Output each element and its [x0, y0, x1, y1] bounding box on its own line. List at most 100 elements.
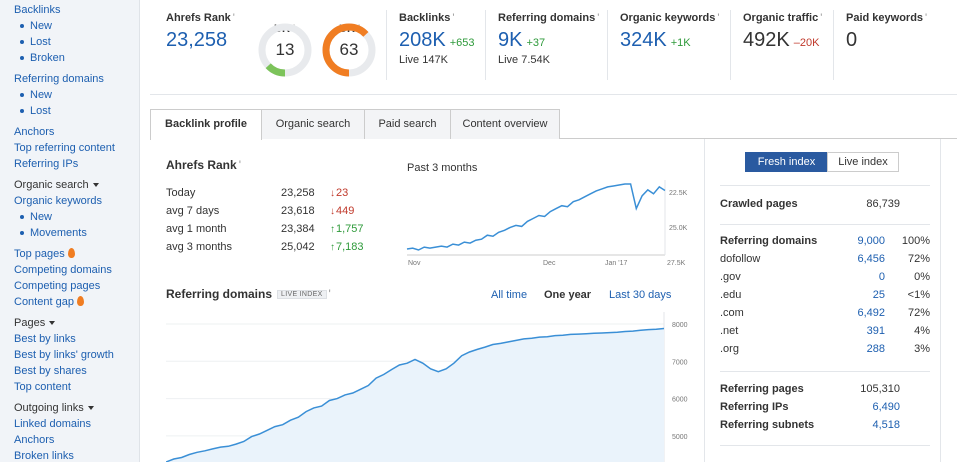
stat-value[interactable]: 0 — [846, 29, 858, 51]
divider — [720, 224, 930, 225]
index-stats-panel: Fresh index Live index Crawled pages 86,… — [704, 139, 941, 462]
rank-period: avg 7 days — [166, 205, 220, 217]
x-tick-label: Nov — [408, 260, 421, 267]
sidebar-item-top-pages[interactable]: Top pages — [0, 246, 139, 262]
sidebar-item-anchors[interactable]: Anchors — [14, 126, 55, 138]
sidebar-item-top-content[interactable]: Top content — [14, 381, 71, 393]
live-index-button[interactable]: Live index — [827, 152, 899, 172]
dr-gauge[interactable] — [321, 22, 377, 78]
sidebar-item-content-gap[interactable]: Content gap — [0, 294, 139, 310]
bullet-icon — [20, 93, 24, 98]
sidebar-item-linked-domains[interactable]: Linked domains — [14, 418, 92, 430]
stat-paid-keywords: Paid keywords ' 0 — [846, 12, 928, 51]
fresh-index-button[interactable]: Fresh index — [745, 152, 828, 172]
sidebar-item-best-by-links-growth[interactable]: Best by links' growth — [14, 349, 114, 361]
bullet-icon — [20, 215, 24, 220]
y-tick-label: 6000 — [672, 397, 688, 404]
referring-pages-row: Referring pages 105,310 — [720, 383, 900, 395]
rank-row: avg 7 days 23,618 ↓449 — [166, 205, 376, 223]
sidebar-item-new[interactable]: New — [0, 18, 139, 34]
sidebar-item-new[interactable]: New — [0, 209, 139, 225]
sidebar-item-movements[interactable]: Movements — [0, 225, 139, 241]
stat-value: 208K — [399, 29, 446, 51]
sidebar-item-outgoing-links[interactable]: Outgoing links — [0, 400, 139, 416]
x-tick-label: 27.5K — [667, 260, 686, 267]
sidebar-item-pages[interactable]: Pages — [0, 315, 139, 331]
bullet-icon — [20, 24, 24, 29]
sidebar-item-broken[interactable]: Broken — [0, 50, 139, 66]
rank-change: ↓449 — [330, 205, 355, 217]
rank-chart[interactable]: 22.5K 25.0K Nov Dec Jan '17 27.5K — [405, 180, 695, 270]
divider — [720, 371, 930, 372]
sidebar-item-best-by-shares[interactable]: Best by shares — [14, 365, 87, 377]
sidebar-item-anchors[interactable]: Anchors — [14, 434, 55, 446]
refdomains-series-line — [166, 327, 665, 462]
stat-backlinks: Backlinks ' 208K +653 Live 147K — [399, 12, 475, 66]
stat-delta: –20K — [793, 37, 820, 49]
refdomain-row: .edu 25 <1% — [720, 289, 930, 301]
sidebar-item-best-by-links[interactable]: Best by links — [14, 333, 76, 345]
sidebar-item-lost[interactable]: Lost — [0, 34, 139, 50]
sidebar-item-competing-domains[interactable]: Competing domains — [14, 264, 112, 276]
range-one-year[interactable]: One year — [544, 289, 592, 301]
gauge-fill — [258, 23, 312, 77]
sidebar-item-lost[interactable]: Lost — [0, 103, 139, 119]
sidebar-item-referring-ips[interactable]: Referring IPs — [14, 158, 79, 170]
arrow-up-icon: ↑ — [330, 224, 335, 235]
sidebar-item-backlinks[interactable]: Backlinks — [14, 4, 61, 16]
refdomain-row: .com 6,492 72% — [720, 307, 930, 319]
stat-referring-domains: Referring domains ' 9K +37 Live 7.54K — [498, 12, 600, 66]
x-tick-label: Jan '17 — [605, 260, 627, 267]
rank-period: avg 1 month — [166, 223, 227, 235]
x-tick-label: Dec — [543, 260, 556, 267]
sidebar-item-top-referring-content[interactable]: Top referring content — [14, 142, 115, 154]
fire-icon — [76, 296, 84, 306]
sidebar-item-new[interactable]: New — [0, 87, 139, 103]
stat-label: Ahrefs Rank — [166, 12, 231, 24]
sidebar-item-competing-pages[interactable]: Competing pages — [14, 280, 101, 292]
tab-content-overview[interactable]: Content overview — [450, 109, 560, 139]
refdomain-row: Referring domains 9,000 100% — [720, 235, 930, 247]
sidebar-item-organic-search[interactable]: Organic search — [0, 177, 139, 193]
stat-delta: +1K — [670, 37, 691, 49]
refdomain-row: dofollow 6,456 72% — [720, 253, 930, 265]
rank-row: avg 1 month 23,384 ↑1,757 — [166, 223, 376, 241]
bullet-icon — [20, 40, 24, 45]
arrow-down-icon: ↓ — [330, 188, 335, 199]
tab-paid-search[interactable]: Paid search — [364, 109, 451, 139]
sidebar-item-broken-links[interactable]: Broken links — [14, 450, 74, 462]
dr-value: 63 — [339, 40, 359, 59]
referring-ips-row: Referring IPs 6,490 — [720, 401, 900, 413]
rank-row: Today 23,258 ↓23 — [166, 187, 376, 205]
divider — [833, 10, 834, 80]
stat-live: Live 147K — [399, 54, 448, 66]
sidebar-item-referring-domains[interactable]: Referring domains — [14, 73, 104, 85]
rank-change: ↑7,183 — [330, 241, 364, 253]
tab-backlink-profile[interactable]: Backlink profile — [150, 109, 262, 140]
range-all-time[interactable]: All time — [491, 289, 528, 301]
divider — [720, 185, 930, 186]
divider — [730, 10, 731, 80]
stat-value[interactable]: 23,258 — [166, 29, 228, 51]
bullet-icon — [20, 56, 24, 61]
rank-chart-title: Past 3 months — [407, 162, 478, 174]
stat-live: Live 7.54K — [498, 54, 550, 66]
stat-value: 492K — [743, 29, 790, 51]
rank-section-title: Ahrefs Rank ' — [166, 158, 241, 172]
rank-value: 23,384 — [281, 223, 315, 235]
divider — [607, 10, 608, 80]
tab-bar: Backlink profile Organic search Paid sea… — [150, 109, 957, 140]
divider — [485, 10, 486, 80]
refdomains-chart[interactable]: 8000 7000 6000 5000 — [166, 312, 696, 462]
tab-organic-search[interactable]: Organic search — [261, 109, 365, 139]
sidebar-item-organic-keywords[interactable]: Organic keywords — [14, 195, 103, 207]
rank-change: ↑1,757 — [330, 223, 364, 235]
bullet-icon — [20, 109, 24, 114]
rank-value: 23,618 — [281, 205, 315, 217]
y-tick-label: 22.5K — [669, 190, 688, 197]
range-last-30-days[interactable]: Last 30 days — [609, 289, 672, 301]
y-tick-label: 7000 — [672, 359, 688, 366]
crawled-pages-row: Crawled pages 86,739 — [720, 198, 900, 210]
ur-gauge[interactable] — [257, 22, 313, 78]
